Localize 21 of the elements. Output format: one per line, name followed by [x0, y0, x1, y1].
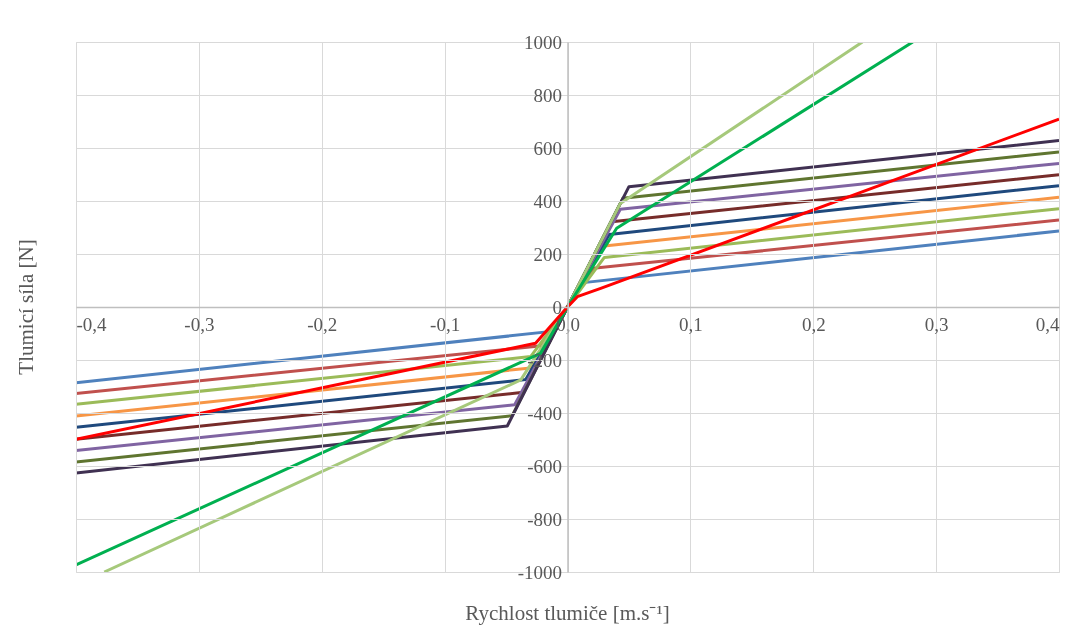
- y-tick-label: 600: [533, 137, 562, 159]
- y-axis-title: Tlumicí síla [N]: [14, 239, 38, 375]
- x-tick-label: -0,3: [184, 313, 215, 335]
- y-tick-label: 0: [552, 296, 562, 318]
- y-tick-label: -800: [527, 508, 562, 530]
- x-tick-label: 0,2: [801, 313, 826, 335]
- y-tick-label: 200: [533, 243, 562, 265]
- y-tick-label: -400: [527, 402, 562, 424]
- line-series: [76, 117, 1059, 441]
- x-tick-label: 0,3: [924, 313, 949, 335]
- x-tick-label: 0,4: [1035, 313, 1060, 335]
- y-tick-label: 400: [533, 190, 562, 212]
- y-tick-label: -600: [527, 455, 562, 477]
- x-tick-label: -0,4: [76, 313, 108, 335]
- y-tick-label: 800: [533, 84, 562, 106]
- x-tick-label: -0,1: [430, 313, 461, 335]
- y-tick-label: 1000: [524, 31, 562, 53]
- y-tick-label: -1000: [517, 561, 562, 583]
- x-axis-title: Rychlost tlumiče [m.s⁻¹]: [465, 601, 670, 625]
- x-tick-label: 0,1: [679, 313, 703, 335]
- x-tick-label: -0,2: [307, 313, 338, 335]
